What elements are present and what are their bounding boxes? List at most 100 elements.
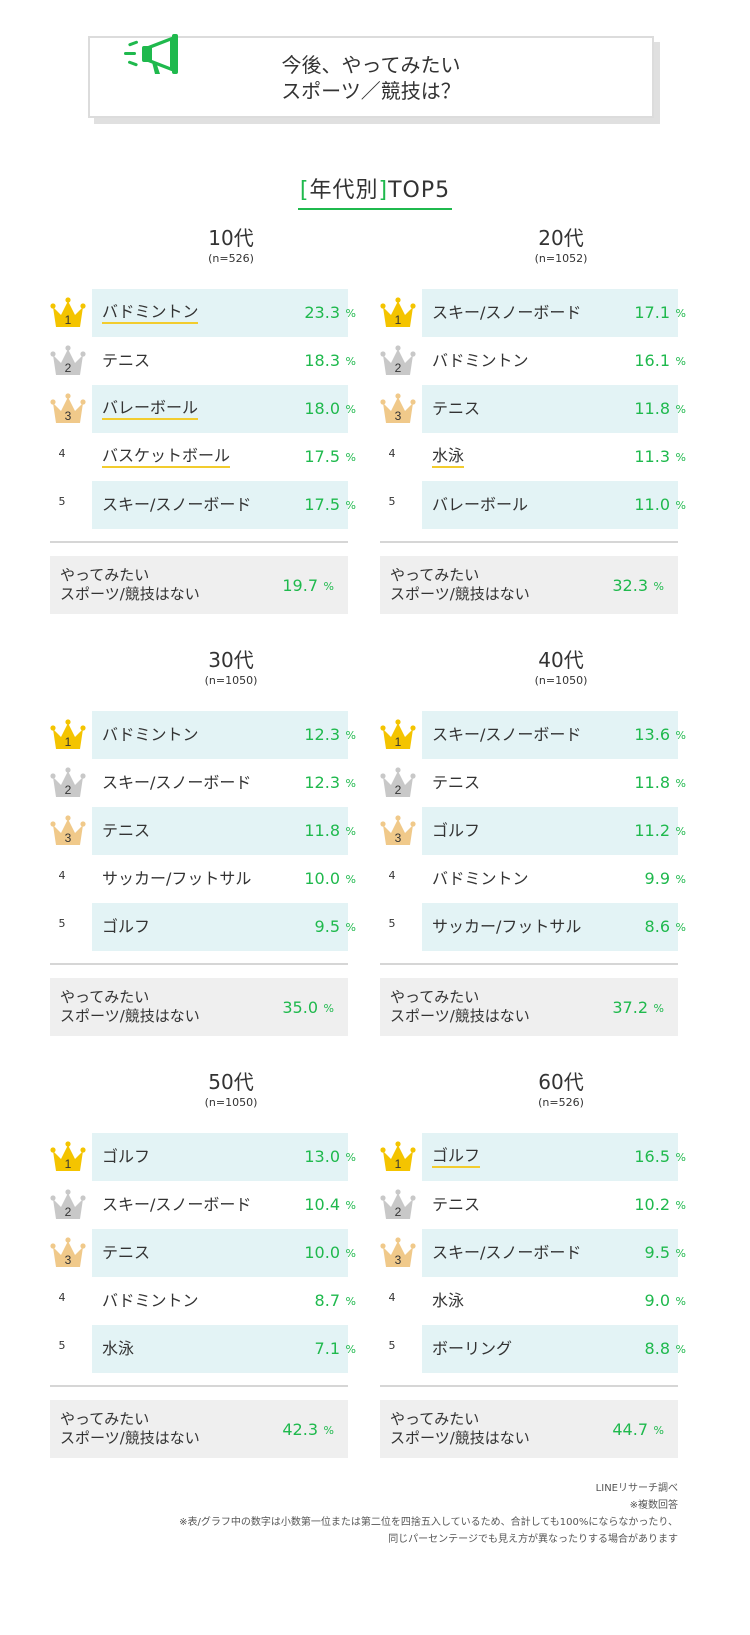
crown-rank-number: 2 [395,783,402,797]
percent-sign: % [675,873,686,886]
sport-label: バドミントン [432,351,529,370]
crown-rank-number: 3 [65,409,72,423]
no-sport-label: やってみたい スポーツ/競技はない [60,566,280,604]
no-sport-label-line-2: スポーツ/競技はない [60,1007,200,1025]
no-sport-label-line-2: スポーツ/競技はない [390,585,530,603]
sport-label: ゴルフ [432,1146,481,1168]
crown-icon-rank-2: 2 [380,1189,416,1219]
crown-rank-number: 1 [395,313,402,327]
section-label: 年代別 [309,178,379,203]
ranking-cell [422,1133,678,1181]
title-box: 今後、やってみたい スポーツ／競技は？ [88,34,660,124]
no-sport-row: やってみたい スポーツ/競技はない 44.7% [380,1400,678,1458]
no-sport-value: 32.3 [612,576,648,595]
ranking-row: 3 テニス 11.8% [380,385,700,433]
crown-icon-rank-1: 1 [380,719,416,749]
no-sport-label-line-2: スポーツ/競技はない [390,1429,530,1447]
crown-icon-rank-3: 3 [380,1237,416,1267]
sport-label: バレーボール [432,495,529,514]
panel-header: 60代 (n=526) [422,1070,700,1110]
percent-value: 9.5 [314,917,340,936]
ranking-row: 4 水泳 9.0% [380,1277,700,1325]
no-sport-label: やってみたい スポーツ/競技はない [390,988,610,1026]
percent-sign: % [345,873,356,886]
panel-divider [380,1385,678,1387]
percent-value: 9.9 [644,869,670,888]
percent-value: 11.8 [634,399,670,418]
percent-sign: % [675,1295,686,1308]
sport-label: テニス [432,399,481,418]
sport-label: バドミントン [432,869,529,888]
ranking-row: 1 ゴルフ 16.5% [380,1133,700,1181]
percent-sign: % [675,1343,686,1356]
percent-value: 9.0 [644,1291,670,1310]
rank-number: 4 [58,447,66,460]
panel-divider [50,1385,348,1387]
percent-sign: % [345,1295,356,1308]
no-sport-label-line-1: やってみたい [390,1410,480,1428]
crown-rank-number: 3 [395,1253,402,1267]
percent-value: 11.8 [634,773,670,792]
ranking-row: 1 バドミントン 23.3% [50,289,370,337]
percent-value: 13.6 [634,725,670,744]
no-sport-value: 37.2 [612,998,648,1017]
percent-value: 10.4 [304,1195,340,1214]
sport-label: スキー/スノーボード [102,1195,252,1214]
sport-label: バドミントン [102,1291,199,1310]
ranking-row: 2 テニス 11.8% [380,759,700,807]
ranking-cell [422,807,678,855]
ranking-row: 5 バレーボール 11.0% [380,481,700,529]
ranking-row: 4 サッカー/フットサル 10.0% [50,855,370,903]
panel-age-title: 20代 [538,226,584,250]
percent-sign: % [675,921,686,934]
percent-sign: % [345,1199,356,1212]
rank-number: 4 [58,1291,66,1304]
no-sport-label-line-2: スポーツ/競技はない [60,1429,200,1447]
title-line-1: 今後、やってみたい [281,53,461,77]
sport-label: テニス [102,821,151,840]
crown-rank-number: 3 [65,1253,72,1267]
crown-icon-rank-2: 2 [380,345,416,375]
rounding-note-1: ※表/グラフ中の数字は小数第一位または第二位を四捨五入しているため、合計しても1… [179,1517,678,1528]
no-sport-row: やってみたい スポーツ/競技はない 37.2% [380,978,678,1036]
percent-value: 10.0 [304,869,340,888]
sport-label: テニス [432,773,481,792]
crown-icon-rank-3: 3 [380,393,416,423]
percent-sign: % [345,777,356,790]
no-sport-label-line-1: やってみたい [60,566,150,584]
crown-icon-rank-2: 2 [50,1189,86,1219]
sport-label: ボーリング [432,1339,513,1358]
percent-value: 8.8 [644,1339,670,1358]
title-line-2: スポーツ／競技は？ [281,79,461,103]
panel-sample-size: (n=1050) [534,674,588,687]
sport-label: 水泳 [432,1291,465,1310]
percent-value: 11.3 [634,447,670,466]
rank-number: 5 [388,1339,396,1352]
percent-value: 17.1 [634,303,670,322]
rank-number: 5 [58,495,66,508]
ranking-cell [422,385,678,433]
sport-label: サッカー/フットサル [102,869,252,888]
percent-sign: % [675,1151,686,1164]
percent-sign: % [675,777,686,790]
no-sport-label-line-1: やってみたい [60,1410,150,1428]
rank-number: 4 [388,447,396,460]
percent-sign: % [675,499,686,512]
ranking-row: 2 テニス 10.2% [380,1181,700,1229]
ranking-row: 2 バドミントン 16.1% [380,337,700,385]
crown-icon-rank-2: 2 [380,767,416,797]
ranking-row: 2 スキー/スノーボード 10.4% [50,1181,370,1229]
panel-sample-size: (n=1050) [204,674,258,687]
percent-value: 17.5 [304,447,340,466]
crown-icon-rank-2: 2 [50,345,86,375]
panel-header: 10代 (n=526) [92,226,370,266]
rank-number: 4 [388,1291,396,1304]
sport-label: スキー/スノーボード [432,303,582,322]
percent-sign: % [675,451,686,464]
crown-rank-number: 2 [395,1205,402,1219]
percent-value: 8.7 [314,1291,340,1310]
percent-sign: % [675,403,686,416]
section-title: [年代別]TOP5 [0,172,750,210]
ranking-row: 5 ゴルフ 9.5% [50,903,370,951]
no-sport-label-line-2: スポーツ/競技はない [60,585,200,603]
